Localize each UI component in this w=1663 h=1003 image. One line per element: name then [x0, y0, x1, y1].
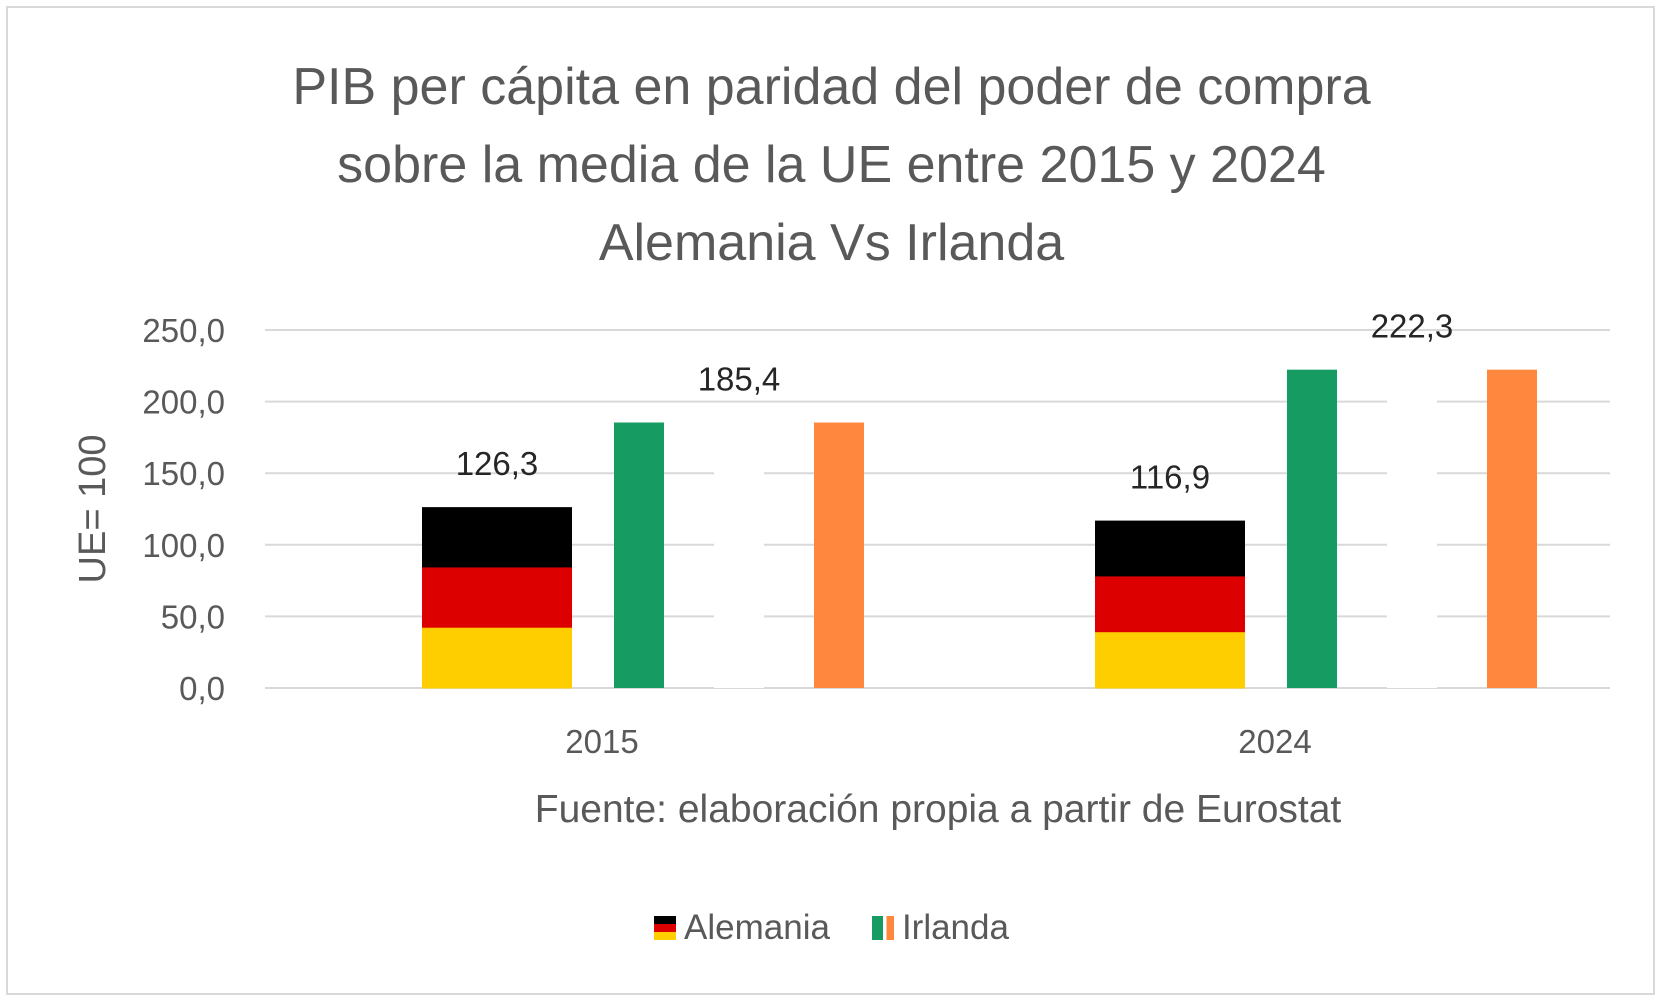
y-tick-label: 50,0 — [161, 598, 225, 635]
data-label-alemania-2024: 116,9 — [1130, 459, 1210, 496]
legend-swatch-irlanda-flag-icon — [871, 916, 894, 940]
legend: Alemania Irlanda — [0, 908, 1663, 948]
bar-irlanda-2024-stripe-3[interactable] — [1487, 369, 1537, 688]
legend-label-alemania: Alemania — [684, 908, 830, 947]
y-tick-label: 0,0 — [179, 670, 225, 707]
x-tick-label: 2024 — [1238, 723, 1311, 760]
y-tick-label: 150,0 — [142, 455, 225, 492]
x-axis-label: Fuente: elaboración propia a partir de E… — [535, 788, 1342, 831]
bar-alemania-2015-stripe-1[interactable] — [422, 507, 572, 568]
bar-irlanda-2015-stripe-3[interactable] — [814, 422, 864, 688]
bar-irlanda-2024-stripe-1[interactable] — [1287, 369, 1337, 688]
bar-alemania-2024-stripe-2[interactable] — [1095, 576, 1245, 633]
legend-item-alemania[interactable]: Alemania — [654, 908, 830, 948]
bar-alemania-2015-stripe-2[interactable] — [422, 567, 572, 629]
bar-irlanda-2015-stripe-1[interactable] — [614, 422, 664, 688]
y-axis-label: UE= 100 — [72, 435, 114, 584]
y-tick-label: 200,0 — [142, 384, 225, 421]
legend-label-irlanda: Irlanda — [901, 908, 1009, 947]
y-tick-label: 100,0 — [142, 527, 225, 564]
x-tick-label: 2015 — [565, 723, 638, 760]
data-label-alemania-2015: 126,3 — [456, 445, 539, 482]
legend-swatch-alemania-flag-icon — [654, 916, 677, 940]
chart-title-line-1: PIB per cápita en paridad del poder de c… — [292, 58, 1371, 116]
bar-alemania-2024-stripe-1[interactable] — [1095, 520, 1245, 577]
bar-irlanda-2024-stripe-2[interactable] — [1387, 369, 1437, 688]
legend-item-irlanda[interactable]: Irlanda — [871, 908, 1009, 948]
chart-title-line-2: sobre la media de la UE entre 2015 y 202… — [337, 136, 1326, 194]
bar-irlanda-2015-stripe-2[interactable] — [714, 422, 764, 688]
chart-title-line-3: Alemania Vs Irlanda — [598, 214, 1065, 272]
data-label-irlanda-2024: 222,3 — [1371, 308, 1454, 345]
bar-alemania-2015-stripe-3[interactable] — [422, 627, 572, 689]
bar-alemania-2024-stripe-3[interactable] — [1095, 632, 1245, 689]
y-tick-label: 250,0 — [142, 312, 225, 349]
data-label-irlanda-2015: 185,4 — [698, 361, 781, 398]
chart-title: PIB per cápita en paridad del poder de c… — [0, 48, 1663, 282]
